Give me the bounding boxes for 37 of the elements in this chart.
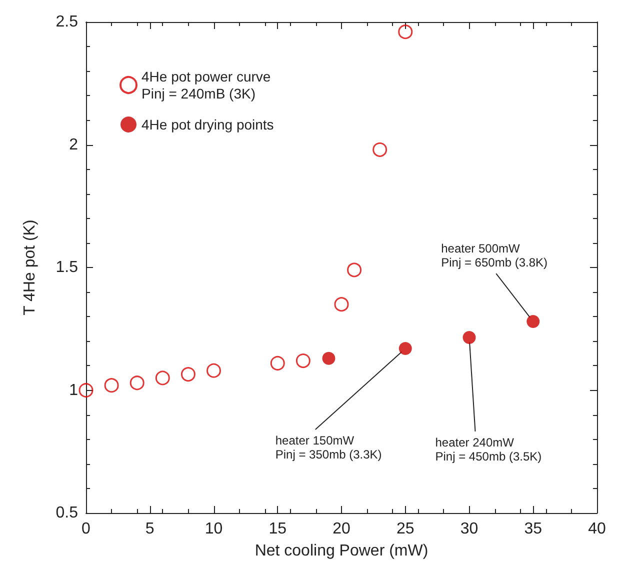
x-tick-label: 20 <box>332 520 350 538</box>
legend-label: 4He pot power curve Pinj = 240mB (3K) <box>142 68 271 102</box>
y-tick-label: 2.5 <box>56 14 78 30</box>
y-tick-label: 1 <box>69 382 78 399</box>
point <box>78 383 94 398</box>
point <box>155 370 170 386</box>
x-tick-label: 15 <box>268 520 287 538</box>
point <box>130 376 144 390</box>
annotation: heater 150mW Pinj = 350mb (3.3K) <box>275 434 382 462</box>
point <box>462 330 476 344</box>
y-axis-title: T 4He pot (K) <box>22 220 38 316</box>
point <box>347 262 362 278</box>
legend-label: 4He pot drying points <box>142 116 274 132</box>
y-tick-label: 1.5 <box>56 259 78 276</box>
point <box>180 367 196 382</box>
point <box>104 378 119 393</box>
point <box>206 363 221 378</box>
point <box>372 142 388 157</box>
point <box>296 354 310 368</box>
point <box>526 315 540 328</box>
annotation: heater 500mW Pinj = 650mb (3.8K) <box>441 242 548 270</box>
point <box>334 297 349 312</box>
point <box>398 342 412 356</box>
x-tick-label: 10 <box>204 520 223 538</box>
x-tick-label: 0 <box>82 520 91 538</box>
x-tick-label: 30 <box>460 520 478 538</box>
x-axis-title: Net cooling Power (mW) <box>254 542 428 560</box>
y-tick-label: 0.5 <box>56 504 78 522</box>
x-tick-label: 25 <box>396 520 414 538</box>
point <box>398 24 413 40</box>
x-tick-label: 35 <box>524 520 542 538</box>
point <box>270 356 285 370</box>
y-tick-label: 2 <box>69 136 78 154</box>
x-tick-label: 40 <box>588 520 606 538</box>
x-tick-label: 5 <box>145 520 154 538</box>
point <box>322 352 336 365</box>
annotation: heater 240mW Pinj = 450mb (3.5K) <box>435 435 542 464</box>
